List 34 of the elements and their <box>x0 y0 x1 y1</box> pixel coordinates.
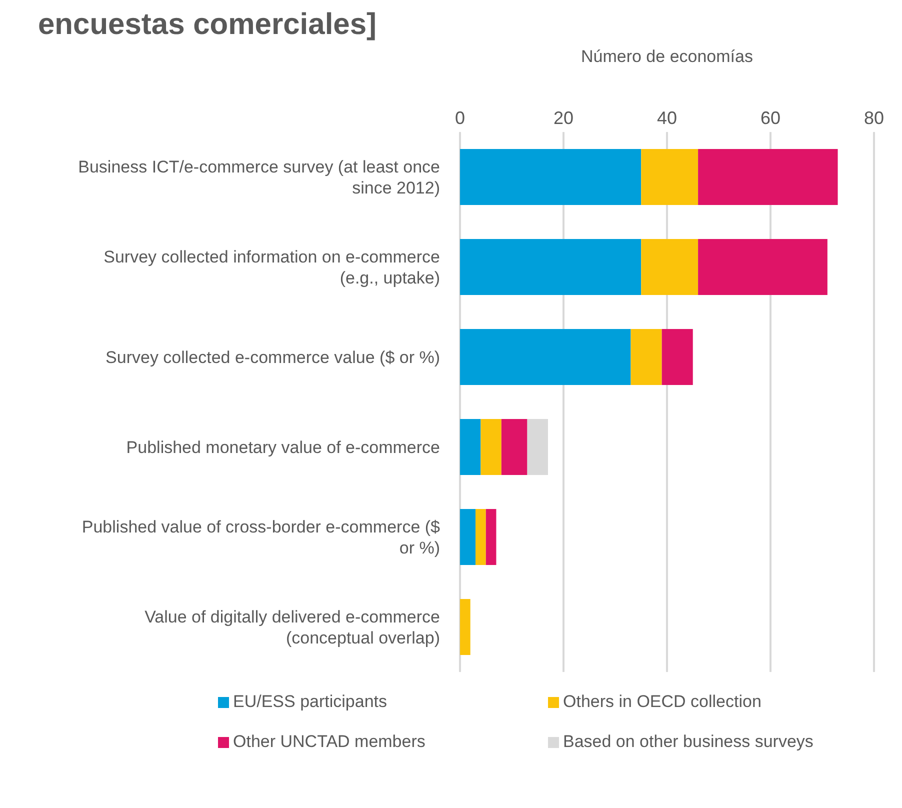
y-tick-label: Published monetary value of e-commerce <box>126 438 440 456</box>
bar <box>501 419 528 475</box>
bar <box>460 239 642 295</box>
bar <box>527 419 548 475</box>
bar <box>476 509 486 565</box>
x-axis-title: Número de economías <box>581 47 753 66</box>
y-tick-label: Value of digitally delivered e-commerce (conceptual overlap) <box>144 607 440 647</box>
x-tick-label: 20 <box>553 108 574 128</box>
legend-label: Based on other business surveys <box>563 732 814 752</box>
x-tick-label: 40 <box>656 108 678 128</box>
text: encuestas comerciales] <box>38 8 378 42</box>
legend-label: Others in OECD collection <box>563 692 762 712</box>
bar <box>460 329 631 385</box>
bar <box>486 509 496 565</box>
y-tick-label: Survey collected e-commerce value ($ or %) <box>106 348 440 366</box>
bar <box>460 419 481 475</box>
bar <box>630 329 662 385</box>
bar <box>641 239 698 295</box>
bar <box>460 149 642 205</box>
bar <box>460 509 476 565</box>
bar <box>460 599 470 655</box>
bar <box>698 149 838 205</box>
bar <box>480 419 502 475</box>
legend-label: EU/ESS participants <box>233 692 388 712</box>
x-tick-label: 0 <box>454 108 466 128</box>
bar <box>641 149 698 205</box>
legend-label: Other UNCTAD members <box>233 732 426 752</box>
x-tick-label: 80 <box>864 108 884 128</box>
x-tick-label: 60 <box>760 108 781 128</box>
y-tick-label: Published value of cross-border e-commerce ($ or %) <box>82 517 441 557</box>
y-tick-label: Survey collected information on e-commerce (e.g., uptake) <box>104 247 440 287</box>
bar <box>698 239 828 295</box>
y-tick-label: Business ICT/e-commerce survey (at least once since 2012) <box>78 157 440 197</box>
bar <box>662 329 693 385</box>
